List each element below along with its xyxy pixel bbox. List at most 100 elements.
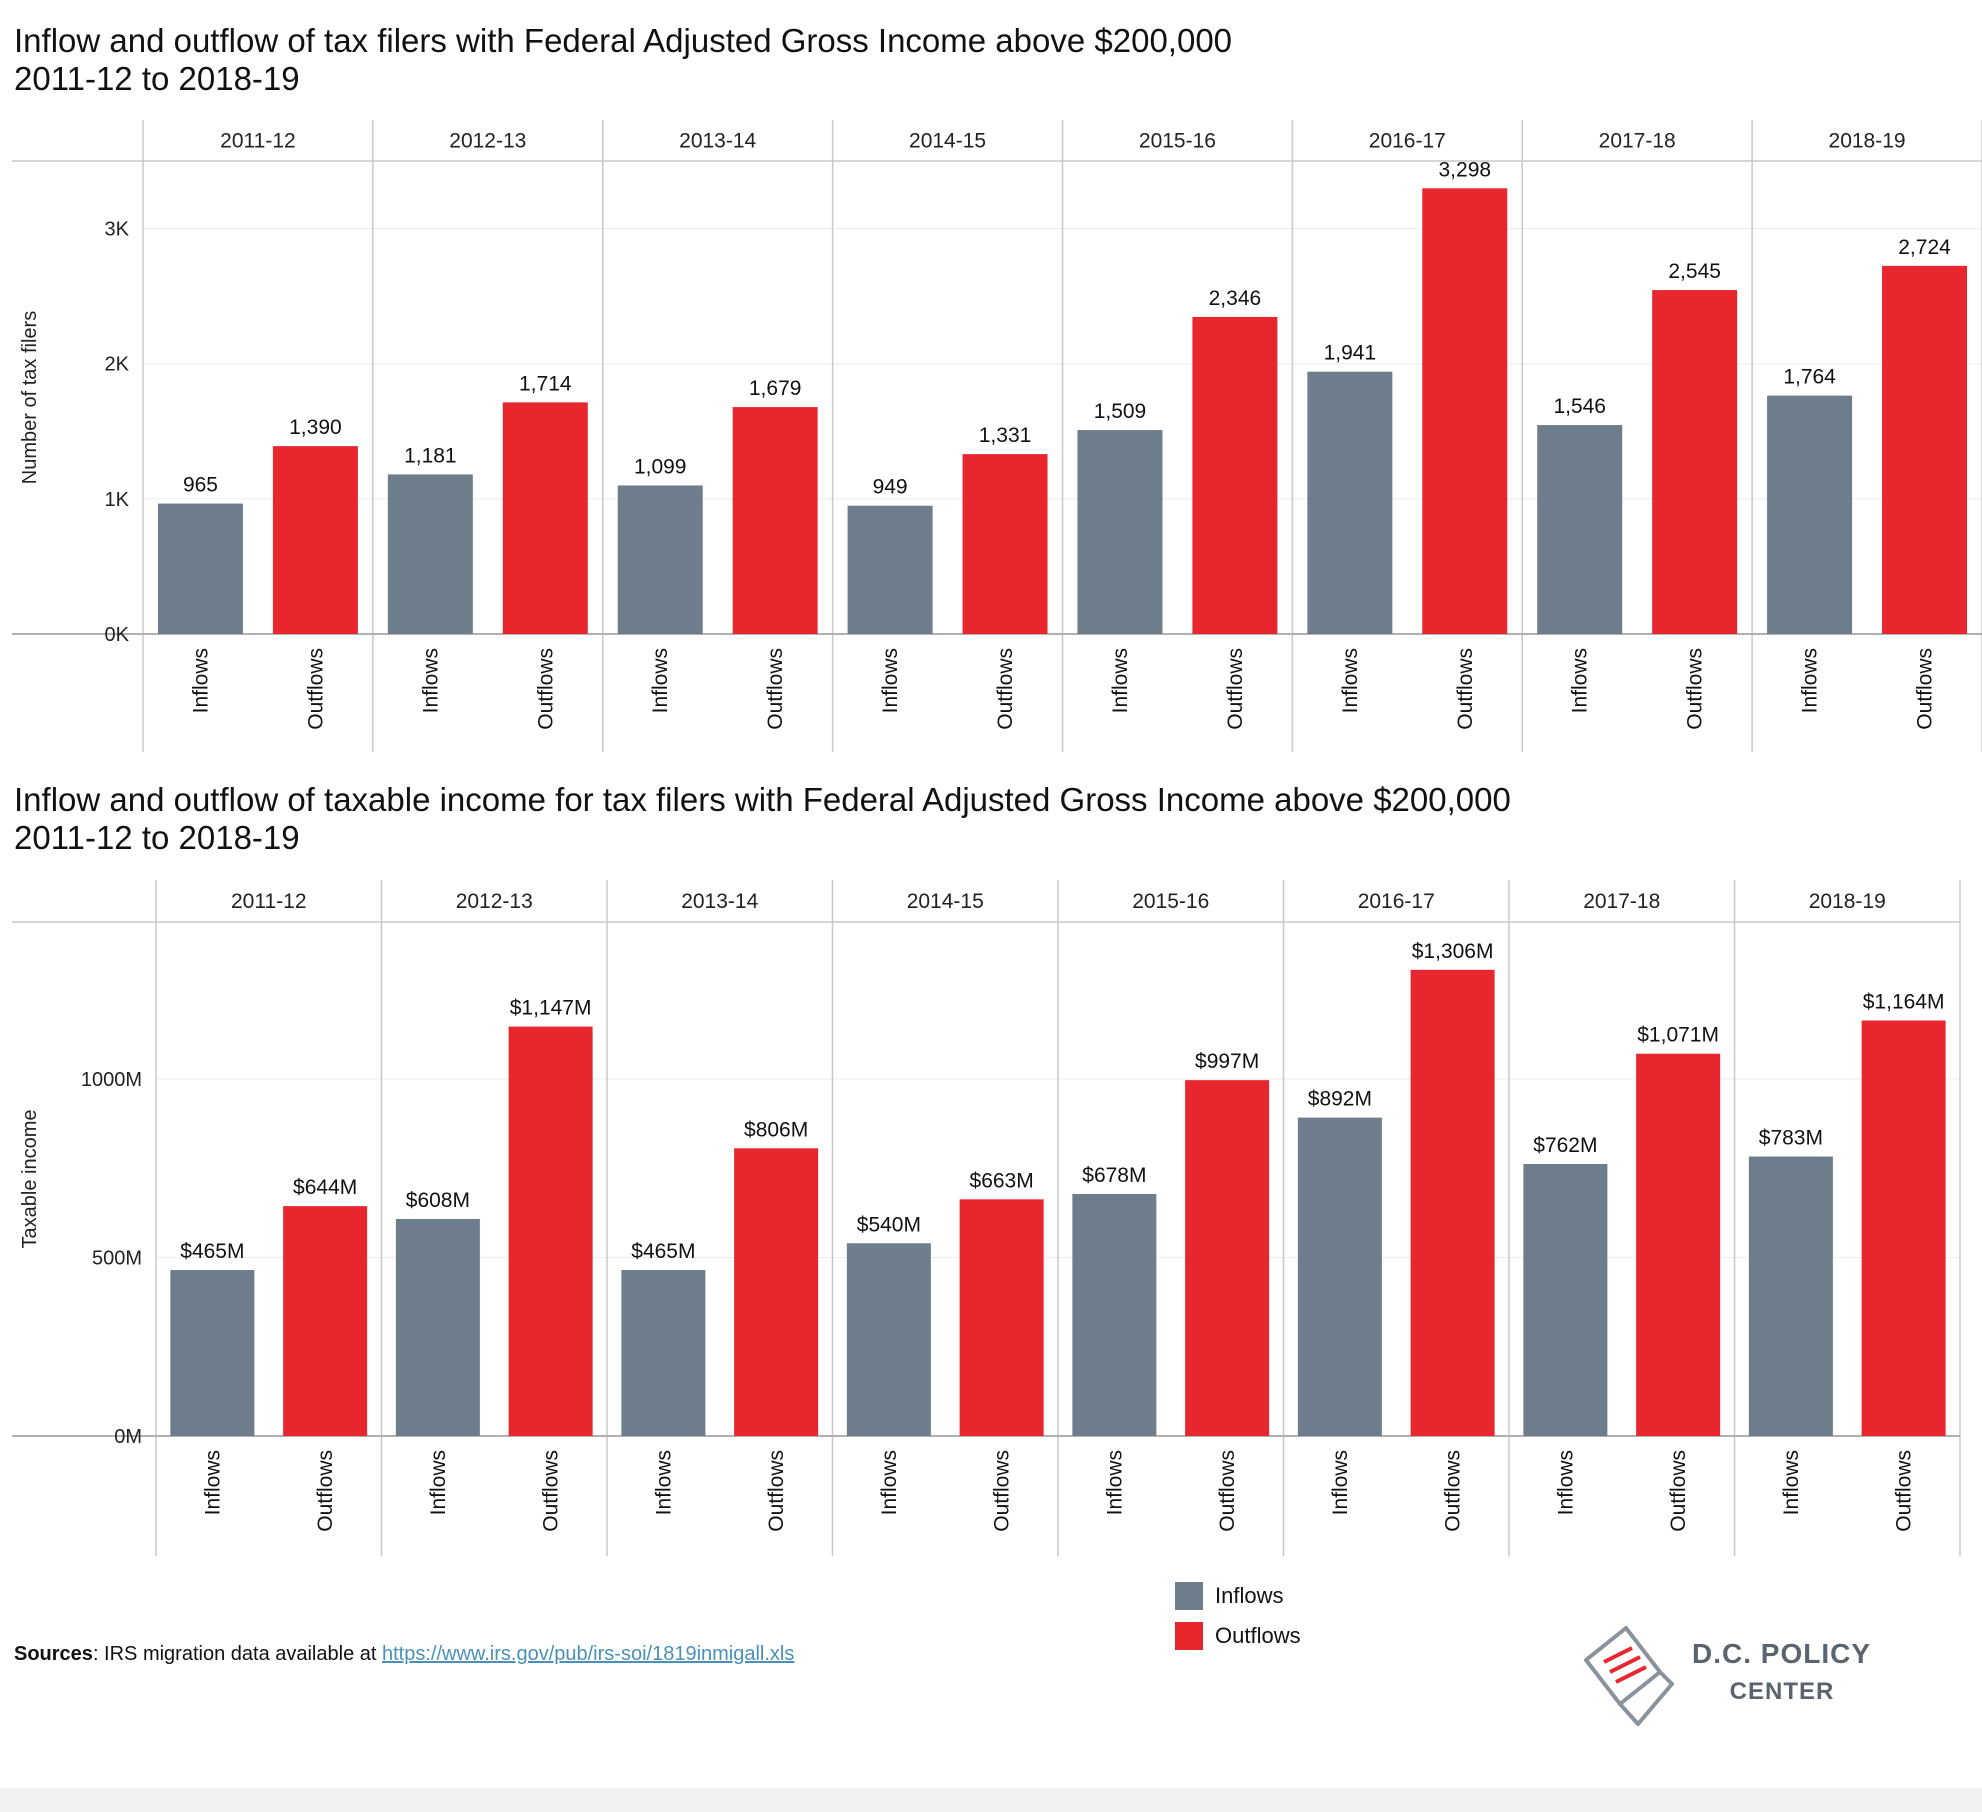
chart1-bar-inflows-7 — [1767, 395, 1853, 634]
chart1-title-line2: 2011-12 to 2018-19 — [14, 60, 300, 97]
chart1-bar-outflows-3 — [962, 454, 1048, 634]
chart1-bar-name-inflows-1: Inflows — [419, 648, 442, 713]
chart2-bar-outflows-3 — [959, 1199, 1044, 1436]
chart1-bar-inflows-3 — [847, 505, 933, 634]
chart2-bar-name-outflows-4: Outflows — [1216, 1450, 1239, 1532]
chart2-category-label-3: 2014-15 — [907, 890, 984, 913]
chart2-bar-outflows-2 — [734, 1148, 819, 1436]
chart2-title: Inflow and outflow of taxable income for… — [14, 781, 1511, 857]
chart2-bar-outflows-6 — [1636, 1053, 1721, 1436]
chart1-bar-name-inflows-6: Inflows — [1569, 648, 1592, 713]
chart2-bar-name-outflows-5: Outflows — [1442, 1450, 1465, 1532]
chart2-bar-inflows-3 — [846, 1243, 931, 1436]
sources-link[interactable]: https://www.irs.gov/pub/irs-soi/1819inmi… — [381, 1643, 795, 1665]
chart2-data-label-outflows-7: $1,164M — [1863, 991, 1945, 1014]
chart2-plot: 0M 500M 1000M Taxable income 2011-12 $465M Inf… — [12, 880, 1961, 1556]
chart1-ytick-label-3: 3K — [105, 219, 130, 241]
chart2-data-label-outflows-5: $1,306M — [1412, 940, 1494, 963]
chart1-category-label-0: 2011-12 — [220, 130, 296, 153]
chart1-data-label-outflows-1: 1,714 — [519, 372, 572, 395]
chart1-data-label-outflows-5: 3,298 — [1439, 158, 1492, 181]
chart1-bar-name-outflows-7: Outflows — [1914, 648, 1937, 730]
chart2-bar-name-inflows-7: Inflows — [1780, 1450, 1803, 1515]
chart1-data-label-outflows-6: 2,545 — [1668, 260, 1721, 283]
chart2-category-label-2: 2013-14 — [681, 890, 758, 913]
chart1-bar-name-outflows-1: Outflows — [534, 648, 557, 730]
chart1-category-label-1: 2012-13 — [449, 130, 526, 153]
chart1-bar-name-inflows-4: Inflows — [1109, 648, 1132, 713]
chart2-data-label-inflows-3: $540M — [857, 1213, 921, 1236]
chart2-data-label-inflows-2: $465M — [631, 1240, 695, 1263]
chart1-bar-inflows-5 — [1307, 371, 1393, 634]
chart1-category-label-4: 2015-16 — [1139, 130, 1216, 153]
chart1-bar-name-outflows-5: Outflows — [1454, 648, 1477, 730]
chart2-data-label-inflows-6: $762M — [1533, 1134, 1597, 1157]
chart2-data-label-inflows-4: $678M — [1082, 1164, 1146, 1187]
chart2-data-label-inflows-7: $783M — [1759, 1127, 1823, 1150]
chart2-category-label-0: 2011-12 — [231, 890, 307, 913]
chart2-data-label-outflows-3: $663M — [970, 1169, 1034, 1192]
chart2-category-label-6: 2017-18 — [1583, 890, 1660, 913]
chart1-bar-outflows-4 — [1192, 316, 1278, 634]
sources-label: Sources — [14, 1643, 93, 1665]
chart2-data-label-outflows-1: $1,147M — [510, 997, 592, 1020]
chart1-bar-name-inflows-3: Inflows — [879, 648, 902, 713]
chart2-bar-inflows-6 — [1523, 1164, 1608, 1436]
chart2-category-label-5: 2016-17 — [1358, 890, 1435, 913]
chart2-ylabel: Taxable income — [19, 1110, 41, 1249]
legend-label-outflows: Outflows — [1215, 1623, 1301, 1648]
chart2-bar-name-inflows-5: Inflows — [1329, 1450, 1352, 1515]
chart2-bar-name-inflows-4: Inflows — [1103, 1450, 1126, 1515]
chart2-bar-name-inflows-0: Inflows — [201, 1450, 224, 1515]
legend-label-inflows: Inflows — [1215, 1583, 1284, 1608]
chart1-bar-name-outflows-4: Outflows — [1224, 648, 1247, 730]
chart1-bar-outflows-1 — [502, 402, 588, 634]
chart1-data-label-inflows-3: 949 — [873, 476, 908, 499]
chart2-bar-name-outflows-0: Outflows — [314, 1450, 337, 1532]
chart2-data-label-inflows-5: $892M — [1308, 1088, 1372, 1111]
logo-text: D.C. POLICY CENTER — [1692, 1638, 1872, 1706]
chart1-data-label-outflows-0: 1,390 — [289, 416, 342, 439]
chart2-title-line2: 2011-12 to 2018-19 — [14, 819, 300, 856]
chart2-bar-name-outflows-1: Outflows — [540, 1450, 563, 1532]
chart2-bar-name-inflows-3: Inflows — [878, 1450, 901, 1515]
chart1-bar-name-inflows-7: Inflows — [1799, 648, 1822, 713]
chart1-ylabel: Number of tax filers — [19, 311, 41, 484]
chart1-bar-name-outflows-2: Outflows — [764, 648, 787, 730]
legend-swatch-inflows — [1175, 1582, 1203, 1610]
chart2-bar-inflows-1 — [395, 1218, 480, 1436]
chart2-category-label-7: 2018-19 — [1809, 890, 1886, 913]
chart1-ytick-label-1: 1K — [105, 489, 130, 511]
chart2-data-label-outflows-4: $997M — [1195, 1050, 1259, 1073]
chart1-category-label-6: 2017-18 — [1599, 130, 1676, 153]
footer-bar — [0, 1788, 1982, 1812]
chart1-data-label-outflows-7: 2,724 — [1898, 236, 1951, 259]
sources-text: : IRS migration data available at — [92, 1643, 382, 1665]
dc-policy-center-logo: D.C. POLICY CENTER — [1580, 1620, 1880, 1730]
chart1-ytick-label-0: 0K — [105, 624, 130, 646]
chart1-bar-name-inflows-0: Inflows — [189, 648, 212, 713]
chart2-title-line1: Inflow and outflow of taxable income for… — [14, 781, 1511, 818]
chart1-data-label-inflows-6: 1,546 — [1553, 395, 1606, 418]
chart1-bar-inflows-0 — [157, 503, 243, 634]
chart2-bar-name-inflows-2: Inflows — [652, 1450, 675, 1515]
legend-item-inflows: Inflows — [1175, 1576, 1301, 1616]
chart2-ytick-label-0: 0M — [114, 1426, 142, 1448]
chart2-data-label-outflows-6: $1,071M — [1637, 1024, 1719, 1047]
chart2-bar-name-inflows-1: Inflows — [427, 1450, 450, 1515]
chart1-bar-name-outflows-6: Outflows — [1684, 648, 1707, 730]
chart1-title-line1: Inflow and outflow of tax filers with Fe… — [14, 22, 1233, 59]
chart1-ytick-label-2: 2K — [105, 354, 130, 376]
chart2-bar-name-inflows-6: Inflows — [1554, 1450, 1577, 1515]
chart1-bar-inflows-4 — [1077, 430, 1163, 634]
chart1-data-label-outflows-4: 2,346 — [1209, 287, 1262, 310]
chart2-bar-name-outflows-7: Outflows — [1893, 1450, 1916, 1532]
chart1-bar-inflows-6 — [1537, 425, 1623, 634]
chart2-bar-name-outflows-3: Outflows — [991, 1450, 1014, 1532]
chart1-category-label-7: 2018-19 — [1829, 130, 1906, 153]
legend: Inflows Outflows — [1175, 1576, 1301, 1656]
chart1-title: Inflow and outflow of tax filers with Fe… — [14, 22, 1232, 98]
chart1-bar-name-outflows-3: Outflows — [994, 648, 1017, 730]
chart1-data-label-inflows-2: 1,099 — [634, 455, 687, 478]
chart1-data-label-inflows-0: 965 — [183, 474, 218, 497]
